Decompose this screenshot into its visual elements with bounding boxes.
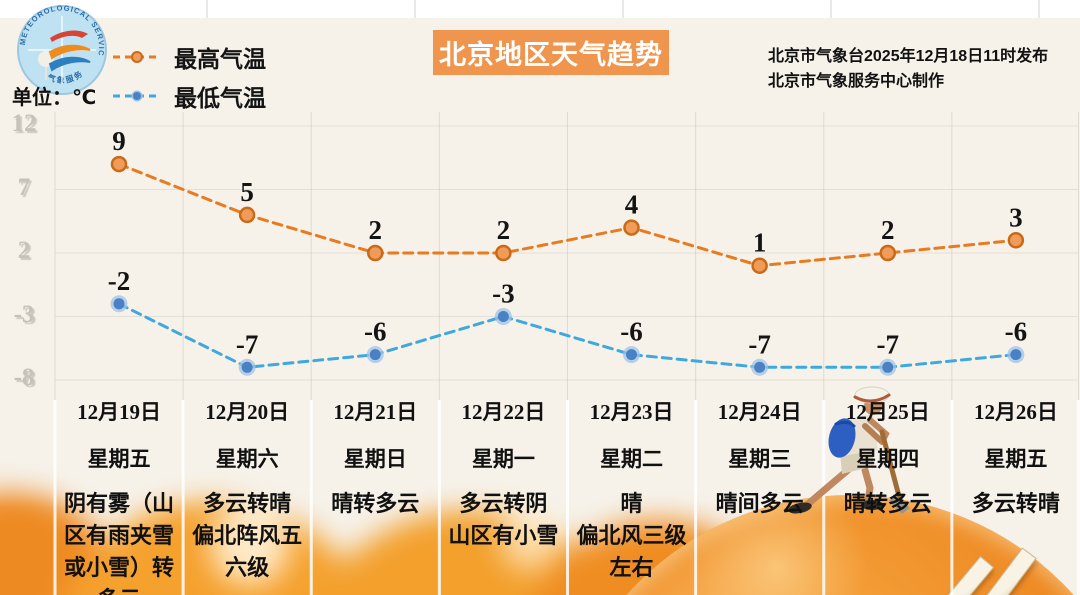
- day-column: 12月24日 星期三晴间多云: [696, 396, 824, 595]
- legend-label-high: 最高气温: [174, 46, 266, 72]
- day-column: 12月23日 星期二晴 偏北风三级 左右: [568, 396, 696, 595]
- red-swoosh: [50, 30, 88, 42]
- weather-description: 晴转多云: [331, 491, 420, 516]
- weather-description: 晴转多云: [843, 491, 932, 516]
- issued-line: 北京市气象台2025年12月18日11时发布: [768, 48, 1049, 65]
- high-temp-value-label: 4: [625, 190, 639, 220]
- low-temp-value-label: -7: [877, 329, 900, 359]
- high-temp-value-label: 3: [1009, 202, 1023, 232]
- top-white-strip: [0, 0, 1080, 18]
- high-temp-value-label: 2: [497, 215, 511, 245]
- date-label: 12月19日: [77, 400, 162, 424]
- legend-row-high: 最高气温: [112, 42, 266, 72]
- low-temp-value-label: -6: [364, 317, 387, 347]
- weekday-label: 星期六: [215, 447, 279, 471]
- chart-legend: 最高气温 最低气温: [112, 42, 266, 120]
- weather-description: 阴有雾（山 区有雨夹雪 或小雪）转 多云: [64, 491, 175, 595]
- y-axis-tick: 12: [11, 110, 37, 137]
- high-temp-value-label: 2: [369, 215, 383, 245]
- chart-title: 北京地区天气趋势: [433, 30, 669, 75]
- weekday-label: 星期五: [984, 447, 1048, 471]
- legend-row-low: 最低气温: [112, 81, 266, 111]
- date-label: 12月24日: [717, 400, 802, 424]
- orange-highlight: [210, 505, 290, 585]
- weather-description: 多云转晴: [971, 491, 1060, 516]
- orange-highlight: [500, 510, 560, 570]
- weekday-label: 星期三: [728, 447, 792, 471]
- date-label: 12月23日: [589, 400, 674, 424]
- weekday-label: 星期一: [471, 447, 535, 471]
- weather-description: 晴间多云: [715, 491, 804, 516]
- date-label: 12月25日: [845, 400, 930, 424]
- date-label: 12月21日: [333, 400, 418, 424]
- day-column: 12月26日 星期五多云转晴: [952, 396, 1080, 595]
- y-axis-tick: 2: [17, 237, 31, 264]
- low-temp-legend-marker: [113, 90, 161, 102]
- low-temp-value-label: -7: [748, 329, 771, 359]
- orange-swoosh: [48, 44, 91, 60]
- high-temp-value-label: 5: [240, 177, 254, 207]
- low-temp-value-label: -2: [108, 266, 131, 296]
- low-temp-value-label: -7: [236, 329, 259, 359]
- date-label: 12月22日: [461, 400, 546, 424]
- y-axis-tick: -3: [13, 300, 35, 328]
- produced-line: 北京市气象服务中心制作: [768, 73, 945, 90]
- low-temp-value-label: -6: [620, 317, 643, 347]
- weather-description: 多云转阴 山区有小雪: [448, 491, 559, 548]
- day-column: 12月22日 星期一多云转阴 山区有小雪: [439, 396, 567, 595]
- weather-description: 晴 偏北风三级 左右: [576, 491, 687, 580]
- low-temp-value-label: -6: [1005, 317, 1028, 347]
- weekday-label: 星期四: [856, 447, 920, 471]
- y-axis-tick: 7: [17, 173, 31, 201]
- weather-description: 多云转晴 偏北阵风五 六级: [192, 491, 303, 580]
- unit-label: 单位：℃: [12, 87, 97, 109]
- weekday-label: 星期五: [87, 447, 151, 471]
- weekday-label: 星期日: [343, 447, 407, 471]
- legend-label-low: 最低气温: [174, 85, 266, 111]
- low-temp-value-label: -3: [492, 279, 515, 309]
- weekday-label: 星期二: [600, 447, 664, 471]
- date-label: 12月26日: [973, 400, 1058, 424]
- miniature-farmer-figure: [788, 386, 910, 514]
- day-column: 12月21日 星期日晴转多云: [311, 396, 439, 595]
- high-temp-value-label: 1: [753, 228, 767, 258]
- meteorological-service-logo: METEOROLOGICAL SERVICE 气象服务: [16, 4, 107, 95]
- high-temp-value-label: 9: [112, 126, 126, 156]
- day-column: 12月25日 星期四晴转多云: [824, 396, 952, 595]
- day-column: 12月20日 星期六多云转晴 偏北阵风五 六级: [183, 396, 311, 595]
- publisher-info: 北京市气象台2025年12月18日11时发布 北京市气象服务中心制作: [768, 44, 1048, 94]
- blue-swoosh: [48, 56, 91, 72]
- date-label: 12月20日: [205, 400, 290, 424]
- high-temp-value-label: 2: [881, 215, 895, 245]
- y-axis-tick: -8: [13, 364, 35, 391]
- high-temp-legend-marker: [113, 51, 161, 63]
